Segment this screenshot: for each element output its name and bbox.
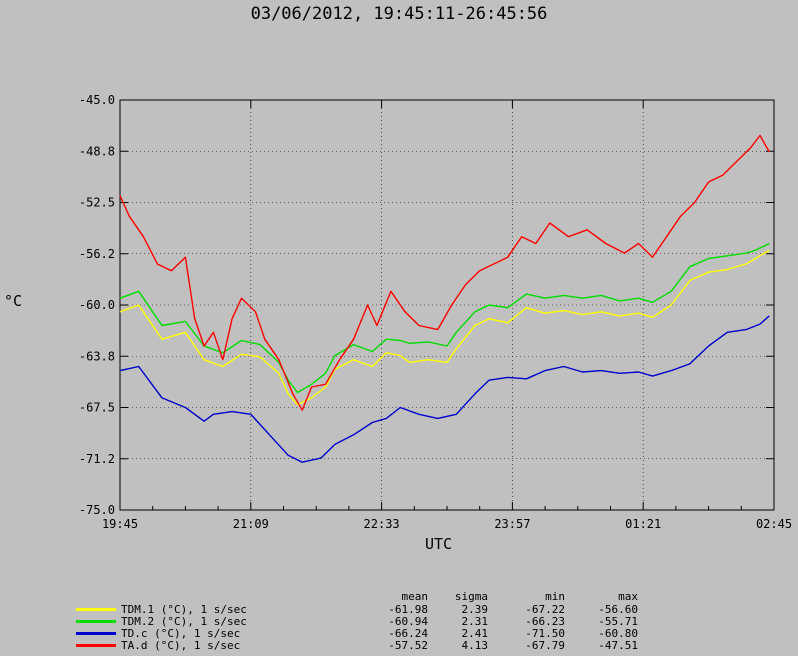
stats-header-sigma: sigma [454, 590, 488, 603]
stats-value: -66.23 [525, 615, 565, 628]
series-line-0 [119, 249, 770, 406]
plot-frame [119, 99, 775, 511]
legend-swatch [76, 608, 116, 611]
stats-value: -57.52 [388, 639, 428, 652]
y-tick-label: -48.8 [79, 144, 115, 158]
x-tick-label: 21:09 [233, 517, 269, 531]
series-line-1 [119, 242, 770, 394]
legend-swatch [76, 620, 116, 623]
x-axis-label: UTC [425, 535, 453, 553]
y-tick-label: -52.5 [79, 196, 115, 210]
stats-value: -55.71 [598, 615, 638, 628]
stats-value: -71.50 [525, 627, 565, 640]
legend-label: TA.d (°C), 1 s/sec [121, 639, 241, 652]
y-tick-label: -67.5 [79, 401, 115, 415]
stats-value: -61.98 [388, 603, 428, 616]
stats-value: -60.94 [388, 615, 428, 628]
series-line-3 [119, 134, 770, 411]
stats-value: -67.79 [525, 639, 565, 652]
legend-label: TD.c (°C), 1 s/sec [121, 627, 241, 640]
y-tick-label: -75.0 [79, 503, 115, 517]
stats-value: 2.31 [461, 615, 489, 628]
x-tick-label: 22:33 [364, 517, 400, 531]
x-tick-label: 01:21 [625, 517, 661, 531]
y-tick-label: -71.2 [79, 452, 115, 466]
y-tick-label: -45.0 [79, 93, 115, 107]
stats-value: -47.51 [598, 639, 638, 652]
stats-value: -66.24 [388, 627, 428, 640]
y-tick-label: -63.8 [79, 349, 115, 363]
y-tick-label: -60.0 [79, 298, 115, 312]
legend-swatch [76, 632, 116, 635]
stats-value: -56.60 [598, 603, 638, 616]
series-line-2 [119, 315, 770, 463]
stats-value: 4.13 [461, 639, 489, 652]
stats-value: 2.41 [461, 627, 489, 640]
y-axis-label: °C [4, 292, 23, 310]
stats-header-min: min [545, 590, 565, 603]
legend-label: TDM.1 (°C), 1 s/sec [121, 603, 247, 616]
stats-header-mean: mean [401, 590, 429, 603]
x-tick-label: 02:45 [756, 517, 792, 531]
stats-header-max: max [618, 590, 638, 603]
x-tick-label: 23:57 [494, 517, 530, 531]
stats-value: 2.39 [461, 603, 489, 616]
stats-value: -67.22 [525, 603, 565, 616]
legend-label: TDM.2 (°C), 1 s/sec [121, 615, 247, 628]
stats-value: -60.80 [598, 627, 638, 640]
legend-swatch [76, 644, 116, 647]
chart-title: 03/06/2012, 19:45:11-26:45:56 [250, 4, 548, 24]
y-tick-label: -56.2 [79, 247, 115, 261]
x-tick-label: 19:45 [102, 517, 138, 531]
